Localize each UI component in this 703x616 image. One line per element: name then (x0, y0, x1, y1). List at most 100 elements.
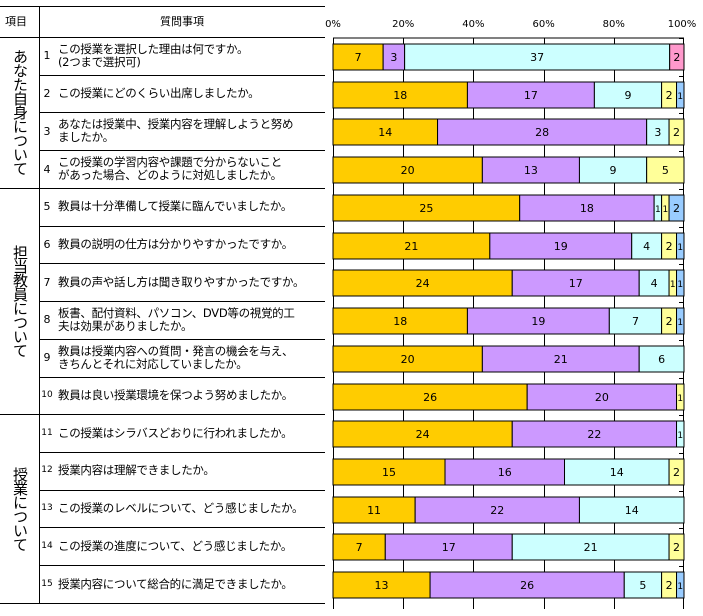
row-divider (40, 339, 325, 340)
question-number: 12 (41, 465, 53, 476)
bar-segment (638, 345, 685, 373)
bar-segment (676, 420, 685, 448)
bar-segment (466, 307, 610, 335)
x-tick-label: 40% (462, 19, 484, 30)
data-label: 2 (666, 89, 673, 102)
data-label: 2 (673, 541, 680, 554)
data-label: 5 (662, 164, 669, 177)
data-label: 1 (670, 280, 676, 290)
question-number: 3 (43, 124, 51, 138)
bar-segment (332, 458, 446, 486)
bar-segment (676, 383, 685, 411)
data-label: 1 (677, 431, 683, 441)
data-label: 21 (404, 240, 418, 253)
bar-segment (332, 345, 483, 373)
question-number: 7 (43, 275, 51, 289)
data-label: 1 (662, 205, 668, 215)
bar-segment (638, 269, 670, 297)
question-text: 教員は良い授業環境を保つよう努めましたか。 (58, 387, 293, 402)
bar-segment (511, 533, 670, 561)
row-divider (40, 377, 325, 378)
data-label: 11 (367, 504, 381, 517)
row-divider (40, 112, 325, 113)
bar-segment (481, 345, 640, 373)
bar-segment (384, 533, 513, 561)
category-label: 授業について (11, 466, 29, 551)
question-number: 11 (41, 427, 53, 438)
row-divider (40, 565, 325, 566)
bar-segment (511, 269, 640, 297)
data-label: 6 (658, 353, 665, 366)
x-tick-label: 60% (532, 19, 554, 30)
question-text: この授業のレベルについて、どう感じましたか。 (58, 501, 304, 516)
bar-segment (332, 156, 483, 184)
question-text: 教員は授業内容への質問・発言の機会を与え、 きちんとそれに対応していましたか。 (58, 343, 294, 371)
bar-segment (444, 458, 566, 486)
data-label: 2 (666, 579, 673, 592)
data-label: 24 (416, 277, 430, 290)
data-label: 7 (356, 541, 363, 554)
question-text: 板書、配付資料、パソコン、DVD等の視覚的工 夫は効果がありましたか。 (58, 305, 295, 333)
bar-segment (564, 458, 670, 486)
bar-segment (489, 232, 633, 260)
data-label: 17 (524, 89, 538, 102)
data-label: 14 (625, 504, 639, 517)
data-label: 21 (554, 353, 568, 366)
question-number: 1 (43, 49, 51, 63)
bar-segment (414, 496, 580, 524)
question-row: 13 この授業のレベルについて、どう感じましたか。 (40, 490, 325, 528)
row-divider (40, 301, 325, 302)
question-text: 授業内容は理解できましたか。 (58, 463, 215, 478)
data-label: 19 (531, 315, 545, 328)
question-row: 12 授業内容は理解できましたか。 (40, 452, 325, 490)
data-label: 3 (390, 51, 397, 64)
data-label: 1 (655, 205, 661, 215)
data-label: 37 (530, 51, 544, 64)
bar-segment (404, 43, 671, 71)
data-label: 26 (520, 579, 534, 592)
header-question: 質問事項 (160, 15, 204, 28)
bar-segment (676, 307, 685, 335)
data-label: 15 (382, 466, 396, 479)
question-number: 2 (43, 87, 51, 101)
row-divider (40, 226, 325, 227)
question-number: 6 (43, 238, 51, 251)
bar-segment (669, 43, 685, 71)
data-label: 2 (673, 202, 680, 215)
column-divider (39, 6, 40, 603)
bar-segment (676, 269, 685, 297)
row-divider (40, 150, 325, 151)
question-row: 10 教員は良い授業環境を保つよう努めましたか。 (40, 377, 325, 415)
question-text: この授業の進度について、どう感じましたか。 (58, 538, 293, 553)
data-label: 18 (580, 202, 594, 215)
bar-segment (466, 81, 595, 109)
data-label: 24 (416, 428, 430, 441)
x-tick-label: 20% (392, 19, 414, 30)
x-tick-label: 100% (668, 19, 697, 30)
question-row: 11 この授業はシラバスどおりに行われましたか。 (40, 414, 325, 452)
question-row: 15 授業内容について総合的に満足できましたか。 (40, 565, 325, 603)
bar-segment (332, 496, 416, 524)
data-label: 7 (632, 315, 639, 328)
data-label: 1 (677, 394, 683, 404)
bar-segment (519, 194, 655, 222)
bar-segment (676, 571, 685, 599)
question-row: 14 この授業の進度について、どう感じましたか。 (40, 527, 325, 565)
bar-segment (332, 81, 468, 109)
question-row: 8 板書、配付資料、パソコン、DVD等の視覚的工 夫は効果がありましたか。 (40, 301, 325, 339)
data-label: 2 (673, 51, 680, 64)
question-text: 教員の声や話し方は聞き取りやすかったですか。 (58, 274, 305, 289)
row-divider (40, 490, 325, 491)
data-label: 14 (610, 466, 624, 479)
data-label: 21 (584, 541, 598, 554)
bar-segment (332, 232, 491, 260)
data-label: 4 (651, 277, 658, 290)
data-label: 18 (393, 89, 407, 102)
data-label: 20 (401, 353, 415, 366)
data-label: 22 (490, 504, 504, 517)
data-label: 26 (423, 391, 437, 404)
question-number: 10 (41, 389, 53, 400)
bar-segment (676, 232, 685, 260)
data-label: 2 (666, 315, 673, 328)
data-label: 22 (587, 428, 601, 441)
